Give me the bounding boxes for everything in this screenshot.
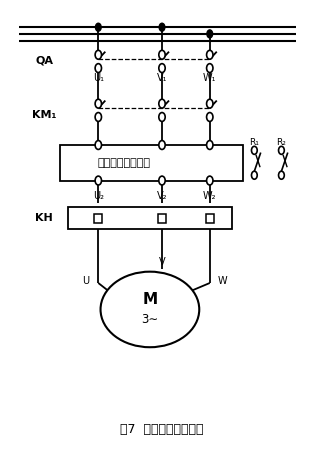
Circle shape (207, 30, 213, 38)
Circle shape (207, 140, 213, 149)
Text: R₂: R₂ (276, 138, 286, 147)
Circle shape (95, 140, 101, 149)
Bar (94, 214, 102, 223)
Circle shape (251, 171, 257, 179)
Circle shape (159, 176, 165, 185)
Circle shape (96, 23, 101, 31)
Circle shape (207, 176, 213, 185)
Text: U₁: U₁ (93, 73, 104, 83)
Circle shape (251, 146, 257, 154)
Text: V: V (159, 257, 165, 267)
Circle shape (159, 50, 165, 59)
Circle shape (95, 112, 101, 122)
Text: R₁: R₁ (249, 138, 259, 147)
Bar (206, 214, 214, 223)
Circle shape (207, 99, 213, 108)
Circle shape (159, 112, 165, 122)
Text: U: U (82, 276, 89, 286)
Text: KM₁: KM₁ (32, 110, 56, 120)
Circle shape (207, 112, 213, 122)
Circle shape (95, 99, 101, 108)
Text: 3∼: 3∼ (141, 313, 158, 326)
Ellipse shape (100, 272, 199, 347)
Bar (68, 207, 232, 230)
Text: 电动机软启动装置: 电动机软启动装置 (97, 158, 150, 168)
Text: W₁: W₁ (203, 73, 216, 83)
Circle shape (95, 50, 101, 59)
Text: M: M (142, 292, 157, 307)
Circle shape (159, 23, 165, 31)
Circle shape (159, 99, 165, 108)
Bar (60, 145, 243, 180)
Text: V₂: V₂ (157, 191, 167, 201)
Text: U₂: U₂ (93, 191, 104, 201)
Text: QA: QA (35, 55, 53, 66)
Circle shape (207, 63, 213, 72)
Text: V₁: V₁ (157, 73, 167, 83)
Circle shape (95, 176, 101, 185)
Bar (158, 214, 166, 223)
Circle shape (279, 146, 284, 154)
Circle shape (279, 171, 284, 179)
Circle shape (159, 63, 165, 72)
Text: KH: KH (35, 213, 53, 223)
Text: W: W (218, 276, 227, 286)
Circle shape (95, 63, 101, 72)
Circle shape (159, 140, 165, 149)
Circle shape (207, 50, 213, 59)
Text: W₂: W₂ (203, 191, 216, 201)
Text: 图7  不带旁路的一次图: 图7 不带旁路的一次图 (120, 423, 204, 436)
